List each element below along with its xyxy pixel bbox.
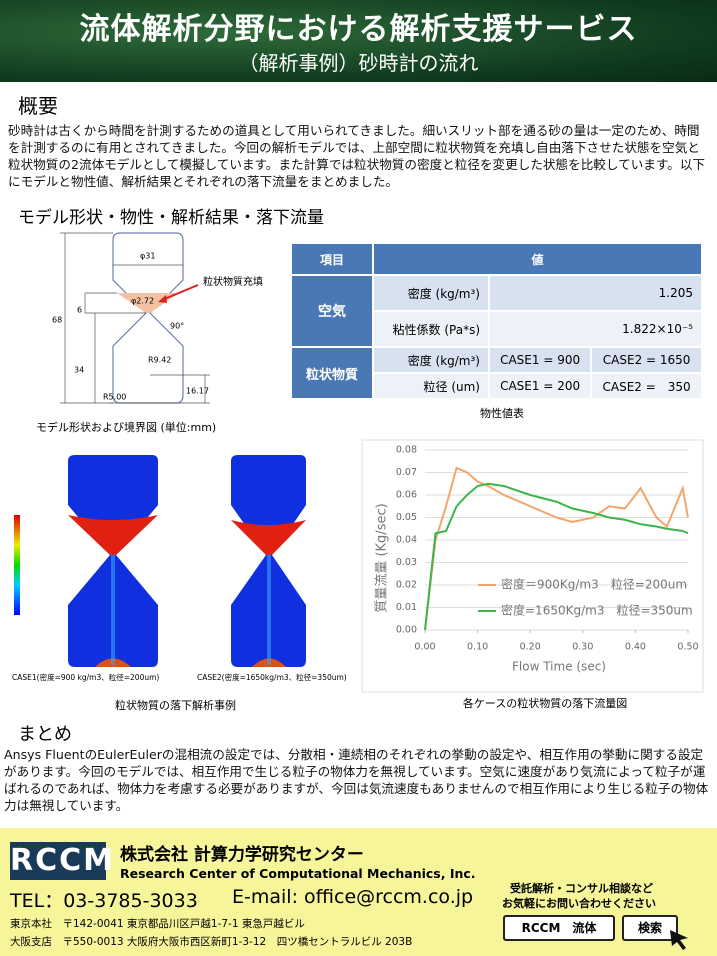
- heading: モデル形状・物性・解析結果・落下流量: [18, 208, 324, 228]
- paragraph: 砂時計は古くから時間を計測するための道具として用いられてきました。細いスリット部…: [8, 123, 706, 189]
- x-tick-label: 0.20: [520, 642, 541, 653]
- y-tick-label: 0.04: [396, 535, 417, 546]
- annotation: 粒状物質充填: [203, 275, 263, 288]
- cell: 密度 (kg/m³): [372, 346, 490, 374]
- heading: 概要: [18, 94, 58, 118]
- caption: 粒状物質の落下解析事例: [115, 698, 236, 712]
- x-axis-label: Flow Time (sec): [512, 660, 606, 674]
- dim-label: 16.17: [186, 387, 209, 396]
- legend-label: 密度＝900Kg/m3 粒径=200um: [501, 577, 687, 592]
- series-line: [424, 466, 689, 631]
- subtitle: （解析事例）砂時計の流れ: [238, 51, 479, 75]
- simulation-figure: CASE1(密度=900 kg/m3、粒径=200um) CASE2(密度=16…: [12, 455, 347, 712]
- tel: TEL：03-3785-3033: [10, 890, 198, 912]
- dim-label: R9.42: [148, 356, 171, 365]
- email: E-mail: office@rccm.co.jp: [232, 886, 474, 908]
- y-tick-label: 0.00: [396, 625, 417, 636]
- dim-label: 90°: [170, 322, 184, 331]
- arrow-head: [158, 295, 167, 303]
- dim-label: R5.00: [103, 393, 126, 402]
- y-tick-label: 0.03: [396, 557, 417, 568]
- y-tick-label: 0.02: [396, 580, 417, 591]
- legend-label: 密度=1650Kg/m3 粒径=350um: [501, 603, 693, 618]
- cell: 密度 (kg/m³): [372, 274, 490, 312]
- case-label: CASE2(密度=1650kg/m3、粒径=350um): [197, 672, 347, 682]
- search-box[interactable]: RCCM 流体: [503, 915, 615, 941]
- dim-label: 68: [52, 316, 62, 325]
- dim-label: 6: [77, 306, 82, 315]
- hourglass-case2: [231, 455, 306, 667]
- arrow: [161, 284, 199, 301]
- company: 株式会社 計算力学研究センター: [120, 845, 364, 865]
- address: 東京本社 〒142-0041 東京都品川区戸越1-7-1 東急戸越ビル: [10, 918, 305, 930]
- th: 値: [372, 242, 703, 276]
- caption: 各ケースの粒状物質の落下流量図: [463, 696, 627, 710]
- cell: 粘性係数 (Pa*s): [372, 310, 490, 348]
- y-axis-label: 質量流量 (Kg/sec): [375, 503, 390, 612]
- property-table: 項目値 空気 密度 (kg/m³) 1.205 粘性係数 (Pa*s) 1.822×1…: [290, 242, 703, 400]
- cell: 1.205: [488, 274, 703, 312]
- y-tick-label: 0.08: [396, 445, 417, 456]
- cell: CASE2 = 350: [590, 372, 703, 400]
- y-tick-label: 0.01: [396, 602, 417, 613]
- dim-label: φ31: [140, 252, 155, 261]
- hourglass-case1: [68, 455, 158, 667]
- case-label: CASE1(密度=900 kg/m3、粒径=200um): [12, 672, 159, 682]
- cursor-icon: [670, 930, 688, 950]
- row-head: 空気: [290, 274, 374, 348]
- caption: モデル形状および境界図 (単位:mm): [36, 420, 216, 434]
- colorbar: [14, 515, 20, 615]
- address: 大阪支店 〒550-0013 大阪府大阪市西区新町1-3-12 四ツ橋セントラル…: [10, 936, 413, 948]
- x-tick-label: 0.40: [625, 642, 646, 653]
- cell: CASE2 = 1650: [590, 346, 703, 374]
- y-tick-label: 0.06: [396, 490, 417, 501]
- x-tick-label: 0.30: [572, 642, 593, 653]
- row-head: 粒状物質: [290, 346, 374, 400]
- cell: 粒径 (um): [372, 372, 490, 400]
- dim-label: 34: [74, 366, 84, 375]
- cell: CASE1 = 200: [487, 372, 593, 400]
- y-tick-label: 0.05: [396, 512, 417, 523]
- heading: まとめ: [18, 724, 72, 745]
- search-button[interactable]: 検索: [622, 915, 678, 941]
- dimension-lines: [60, 232, 210, 404]
- paragraph: Ansys FluentのEulerEulerの混相流の設定では、分散相・連続相…: [4, 747, 709, 813]
- dim-label: φ2.72: [131, 297, 154, 306]
- x-tick-label: 0.50: [677, 642, 698, 653]
- contact: お気軽にお問い合わせください: [502, 897, 656, 910]
- x-tick-label: 0.00: [414, 642, 435, 653]
- th: 項目: [290, 242, 374, 276]
- chart: 質量流量 (Kg/sec) Flow Time (sec) 各ケースの粒状物質の…: [361, 439, 704, 710]
- series-line: [424, 482, 689, 631]
- caption: 物性値表: [480, 407, 524, 420]
- contact: 受託解析・コンサル相談など: [510, 882, 653, 895]
- model-figure: φ31 φ2.72 粒状物質充填 68 6 90° R9.42 34 16.17…: [36, 232, 263, 434]
- logo: RCCM: [10, 842, 115, 880]
- title: 流体解析分野における解析支援サービス: [79, 12, 638, 47]
- y-tick-label: 0.07: [396, 467, 417, 478]
- footer: RCCM 株式会社 計算力学研究センター Research Center of …: [0, 828, 717, 956]
- cell: CASE1 = 900: [487, 346, 593, 374]
- cell: 1.822×10⁻⁵: [488, 310, 703, 348]
- chart-frame: [361, 439, 704, 693]
- company-en: Research Center of Computational Mechani…: [120, 866, 476, 881]
- x-tick-label: 0.10: [467, 642, 488, 653]
- header: 流体解析分野における解析支援サービス （解析事例）砂時計の流れ: [0, 0, 717, 82]
